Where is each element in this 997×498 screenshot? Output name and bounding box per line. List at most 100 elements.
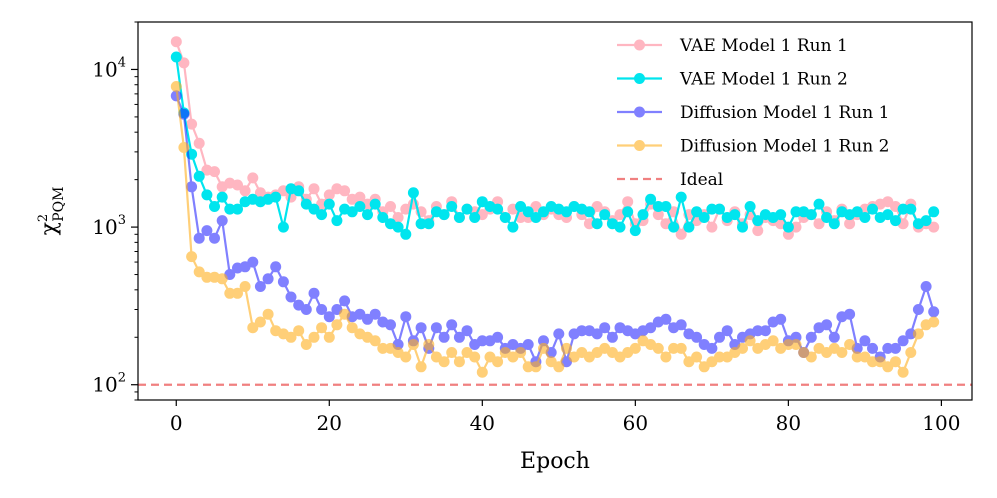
legend-marker [634,39,645,51]
data-point [782,221,794,233]
data-point [308,183,320,195]
data-point [828,331,840,343]
data-point [423,218,435,230]
data-point [706,221,718,233]
legend-item: Diffusion Model 1 Run 1 [617,103,889,123]
data-point [645,193,657,205]
data-point [170,51,182,63]
data-point [515,347,527,358]
legend-swatch [617,106,662,118]
data-point [912,304,924,315]
x-tick-label: 100 [922,411,960,435]
data-point [232,287,243,299]
x-tick-label: 20 [317,411,342,435]
data-point [392,212,404,223]
data-point [254,316,266,328]
data-point [285,331,297,343]
data-point [660,201,672,212]
data-point [752,325,764,337]
data-point [583,218,595,230]
data-point [599,322,611,334]
data-point [354,191,366,203]
data-point [721,325,733,337]
data-point [492,203,504,215]
data-point [415,218,427,230]
x-tick-label: 60 [623,411,648,435]
data-point [369,198,381,210]
data-point [438,331,450,343]
data-point [400,228,412,240]
data-point [859,335,871,347]
data-point [928,316,940,328]
x-tick-label: 0 [170,411,183,435]
data-point [469,212,481,223]
y-tick-exponent: 2 [118,371,126,386]
data-point [453,212,465,223]
legend-label: Diffusion Model 1 Run 2 [680,137,889,157]
data-point [882,342,894,354]
y-tick-base: 10 [92,57,117,81]
data-point [660,313,672,325]
series-2 [170,51,940,240]
data-point [178,57,190,69]
data-point [599,209,611,221]
data-point [606,331,618,343]
data-point [905,203,917,215]
data-point [247,256,259,268]
data-point [323,198,335,210]
data-point [683,221,695,233]
data-point [239,281,251,292]
data-point [538,342,549,354]
y-tick-exponent: 4 [118,55,126,70]
data-point [675,191,687,203]
data-point [737,342,748,354]
data-point [522,206,534,218]
data-point [920,215,932,227]
data-point [262,273,274,285]
data-point [193,137,205,149]
data-point [362,209,373,221]
data-point [553,361,565,373]
data-point [882,209,894,221]
x-tick-label: 40 [470,411,495,435]
data-point [714,331,725,343]
data-point [461,203,473,215]
data-point [339,185,351,197]
legend-label: VAE Model 1 Run 2 [679,70,848,90]
data-point [706,342,718,354]
legend-label: Diffusion Model 1 Run 1 [680,103,889,123]
x-axis-label: Epoch [520,449,590,474]
data-point [178,142,190,153]
data-point [844,308,856,320]
data-point [752,225,764,237]
data-point [851,351,863,363]
data-point [492,356,504,368]
data-point [209,232,220,244]
data-point [912,328,924,340]
data-point [499,212,511,223]
series-4 [170,81,940,378]
data-point [339,308,351,320]
data-point [821,212,833,223]
data-point [897,366,909,378]
data-point [239,185,251,197]
data-point [224,287,236,299]
data-point [790,206,802,218]
data-point [232,179,243,191]
legend-marker [634,73,645,84]
data-point [323,331,335,343]
data-point [660,351,672,363]
legend: VAE Model 1 Run 1 VAE Model 1 Run 2 Diffus… [617,36,889,190]
data-point [844,218,856,230]
data-point [385,201,396,212]
data-point [331,319,343,331]
data-point [492,331,504,343]
data-point [415,322,427,334]
data-point [201,189,213,201]
data-point [583,206,595,218]
data-point [867,356,878,368]
data-point [377,212,389,223]
data-point [538,206,549,218]
y-axis-label-sup: 2 [36,214,51,222]
